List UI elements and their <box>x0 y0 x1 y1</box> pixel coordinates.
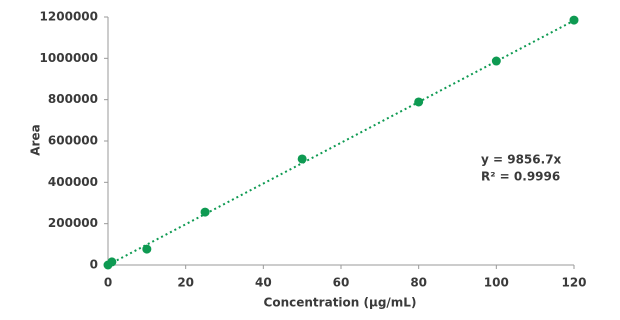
x-tick-label: 60 <box>333 276 350 290</box>
x-tick-label: 20 <box>177 276 194 290</box>
x-tick-label: 80 <box>410 276 427 290</box>
x-tick-label: 120 <box>561 276 586 290</box>
data-point <box>414 97 424 107</box>
x-tick-label: 40 <box>255 276 272 290</box>
y-tick-label: 0 <box>90 258 98 272</box>
annotation: R² = 0.9996 <box>481 170 560 184</box>
x-axis-title: Concentration (µg/mL) <box>264 296 417 310</box>
data-point <box>107 257 117 267</box>
x-tick-label: 100 <box>484 276 509 290</box>
y-tick-label: 1000000 <box>40 51 98 65</box>
y-tick-label: 600000 <box>48 134 98 148</box>
y-tick-label: 800000 <box>48 92 98 106</box>
y-tick-label: 1200000 <box>40 10 98 24</box>
y-axis-title: Area <box>29 124 43 155</box>
x-tick-label: 0 <box>104 276 112 290</box>
data-point <box>200 207 210 217</box>
data-point <box>491 56 501 66</box>
data-point <box>142 244 152 254</box>
annotation: y = 9856.7x <box>481 153 562 167</box>
data-point <box>569 15 579 25</box>
trendline <box>107 19 575 266</box>
y-tick-label: 400000 <box>48 175 98 189</box>
y-tick-label: 200000 <box>48 216 98 230</box>
data-point <box>297 154 307 164</box>
